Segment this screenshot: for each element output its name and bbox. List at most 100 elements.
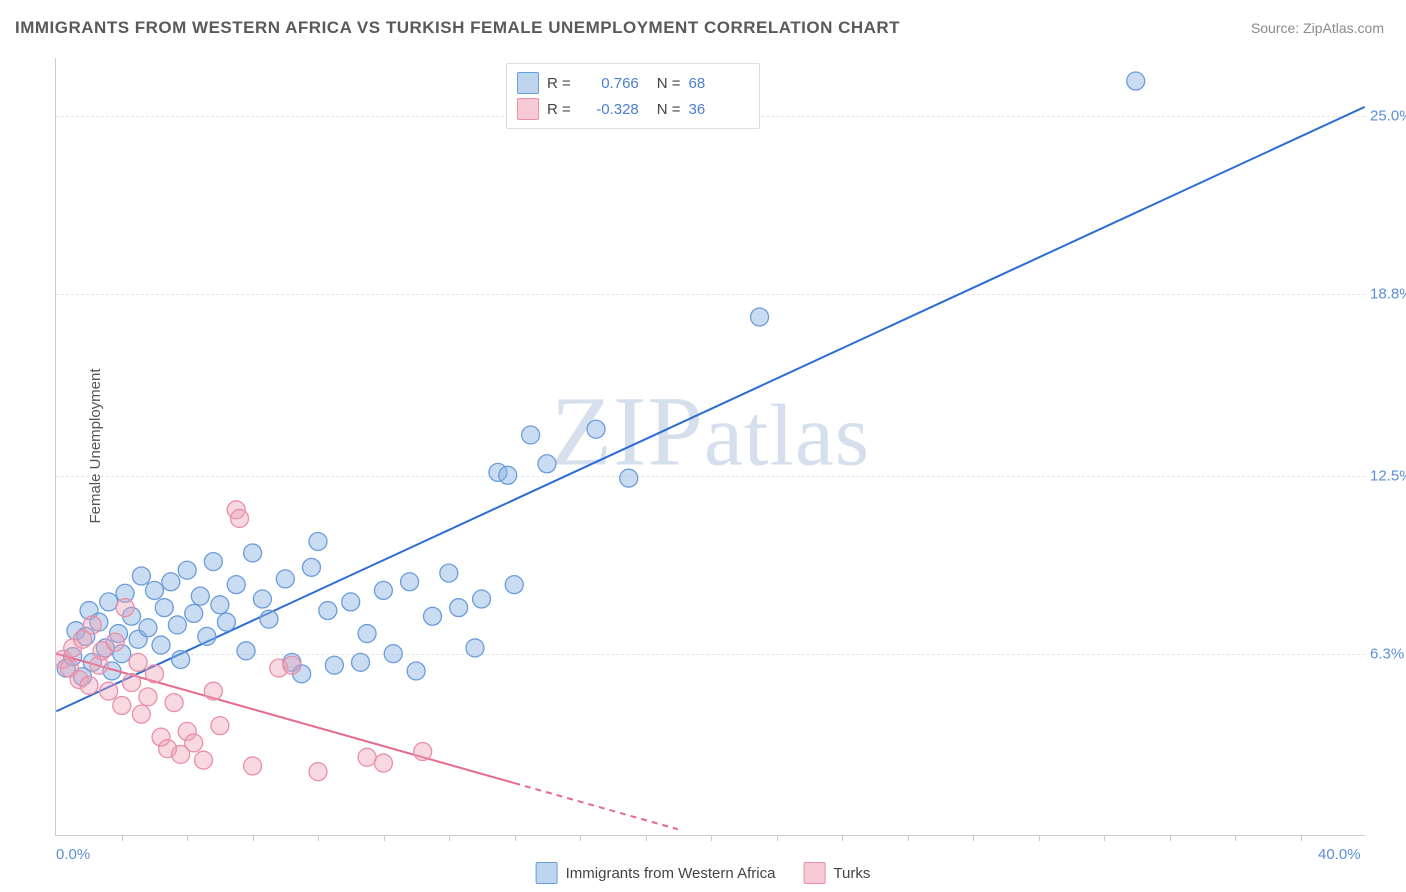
- x-tick: [384, 835, 385, 841]
- scatter-point: [132, 705, 150, 723]
- scatter-point: [499, 466, 517, 484]
- scatter-point: [450, 599, 468, 617]
- scatter-point: [100, 593, 118, 611]
- scatter-point: [152, 636, 170, 654]
- scatter-point: [204, 553, 222, 571]
- legend-row: R =0.766N =68: [517, 70, 749, 96]
- x-tick-label: 0.0%: [56, 846, 90, 863]
- scatter-point: [195, 751, 213, 769]
- legend-n-label: N =: [657, 75, 681, 92]
- scatter-point: [522, 426, 540, 444]
- scatter-point: [123, 673, 141, 691]
- scatter-point: [231, 509, 249, 527]
- scatter-point: [473, 590, 491, 608]
- scatter-point: [145, 581, 163, 599]
- y-tick-label: 6.3%: [1370, 646, 1406, 663]
- scatter-point: [319, 602, 337, 620]
- legend-item: Immigrants from Western Africa: [536, 862, 776, 884]
- legend-swatch: [536, 862, 558, 884]
- scatter-point: [80, 676, 98, 694]
- scatter-point: [440, 564, 458, 582]
- scatter-point: [407, 662, 425, 680]
- scatter-point: [116, 599, 134, 617]
- regression-line: [56, 107, 1364, 711]
- x-tick: [1039, 835, 1040, 841]
- scatter-point: [168, 616, 186, 634]
- legend-row: R =-0.328N =36: [517, 96, 749, 122]
- scatter-point: [505, 576, 523, 594]
- scatter-point: [217, 613, 235, 631]
- x-tick: [1301, 835, 1302, 841]
- y-tick-label: 12.5%: [1370, 467, 1406, 484]
- x-tick: [580, 835, 581, 841]
- legend-r-value: -0.328: [579, 101, 639, 118]
- legend-r-label: R =: [547, 101, 571, 118]
- scatter-point: [325, 656, 343, 674]
- scatter-plot-svg: [56, 58, 1365, 835]
- legend-swatch: [517, 98, 539, 120]
- scatter-point: [185, 604, 203, 622]
- x-tick: [1235, 835, 1236, 841]
- legend-n-value: 36: [689, 101, 749, 118]
- scatter-point: [309, 532, 327, 550]
- scatter-point: [620, 469, 638, 487]
- scatter-point: [191, 587, 209, 605]
- scatter-point: [83, 616, 101, 634]
- legend-label: Immigrants from Western Africa: [566, 865, 776, 882]
- scatter-point: [211, 596, 229, 614]
- scatter-point: [374, 754, 392, 772]
- scatter-point: [129, 653, 147, 671]
- legend-r-value: 0.766: [579, 75, 639, 92]
- scatter-point: [113, 697, 131, 715]
- legend-correlation: R =0.766N =68R =-0.328N =36: [506, 63, 760, 129]
- scatter-point: [538, 455, 556, 473]
- scatter-point: [423, 607, 441, 625]
- scatter-point: [132, 567, 150, 585]
- legend-swatch: [517, 72, 539, 94]
- legend-bottom: Immigrants from Western AfricaTurks: [536, 862, 871, 884]
- scatter-point: [244, 544, 262, 562]
- scatter-point: [172, 650, 190, 668]
- scatter-point: [155, 599, 173, 617]
- x-tick: [253, 835, 254, 841]
- x-tick: [318, 835, 319, 841]
- scatter-point: [358, 748, 376, 766]
- scatter-point: [253, 590, 271, 608]
- scatter-point: [1127, 72, 1145, 90]
- x-tick: [122, 835, 123, 841]
- scatter-point: [302, 558, 320, 576]
- x-tick: [711, 835, 712, 841]
- scatter-point: [139, 688, 157, 706]
- scatter-point: [237, 642, 255, 660]
- scatter-point: [139, 619, 157, 637]
- scatter-point: [145, 665, 163, 683]
- scatter-point: [260, 610, 278, 628]
- legend-n-value: 68: [689, 75, 749, 92]
- y-tick-label: 18.8%: [1370, 286, 1406, 303]
- y-tick-label: 25.0%: [1370, 107, 1406, 124]
- scatter-point: [587, 420, 605, 438]
- scatter-point: [401, 573, 419, 591]
- legend-swatch: [803, 862, 825, 884]
- scatter-point: [358, 625, 376, 643]
- x-tick: [973, 835, 974, 841]
- scatter-point: [342, 593, 360, 611]
- scatter-point: [751, 308, 769, 326]
- scatter-point: [283, 656, 301, 674]
- x-tick: [515, 835, 516, 841]
- scatter-point: [374, 581, 392, 599]
- scatter-point: [100, 682, 118, 700]
- scatter-point: [178, 561, 196, 579]
- scatter-point: [204, 682, 222, 700]
- chart-title: IMMIGRANTS FROM WESTERN AFRICA VS TURKIS…: [15, 18, 900, 38]
- scatter-point: [276, 570, 294, 588]
- scatter-point: [198, 627, 216, 645]
- x-tick: [777, 835, 778, 841]
- x-tick: [646, 835, 647, 841]
- regression-line: [514, 783, 678, 829]
- x-tick: [449, 835, 450, 841]
- x-tick-label: 40.0%: [1318, 846, 1361, 863]
- scatter-point: [352, 653, 370, 671]
- x-tick: [1104, 835, 1105, 841]
- scatter-point: [466, 639, 484, 657]
